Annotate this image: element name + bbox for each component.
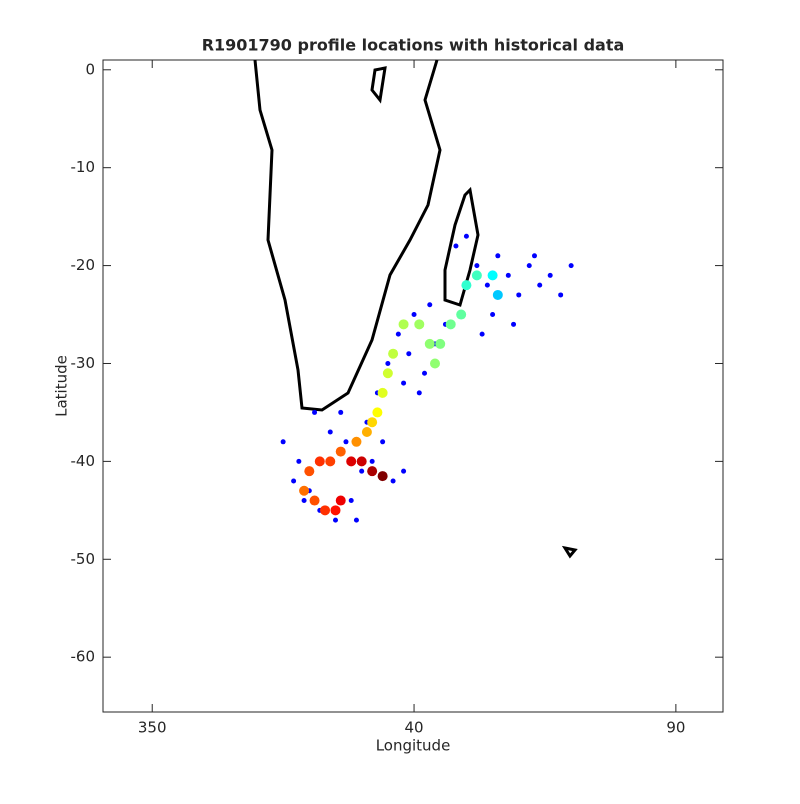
profile-point [335,446,346,457]
profile-point [299,485,310,496]
historical-point [537,282,543,288]
historical-point [327,429,333,435]
historical-point [380,439,386,445]
historical-point [511,321,517,327]
y-tick-label: -60 [71,648,96,666]
historical-point [406,351,412,357]
profile-point [377,387,388,398]
profile-point [388,348,399,359]
historical-point [453,243,459,249]
profile-point [398,319,409,330]
profile-point [445,319,456,330]
historical-point [353,517,359,523]
x-tick-label: 90 [666,719,685,737]
historical-point [516,292,522,298]
historical-point [479,331,485,337]
profile-point [361,427,372,438]
x-axis-label: Longitude [376,737,451,755]
y-tick-label: -10 [71,158,96,176]
historical-point [547,272,553,278]
historical-point [427,302,433,308]
y-tick-label: -40 [71,452,96,470]
historical-point [333,517,338,523]
y-tick-label: 0 [85,60,95,78]
historical-point [369,458,375,464]
historical-point [390,478,396,484]
historical-point [359,468,365,474]
profile-point [424,338,435,349]
historical-point [474,263,480,269]
historical-point [531,253,537,259]
chart-title: R1901790 profile locations with historic… [202,36,625,55]
y-tick-label: -50 [71,550,96,568]
historical-point [395,331,401,337]
profile-point [492,289,503,300]
profile-point [414,319,425,330]
profile-point [377,471,388,482]
profile-point [304,466,315,477]
profile-point [367,466,378,477]
historical-point [301,498,307,504]
historical-point [280,439,286,445]
x-tick-label: 40 [405,719,424,737]
x-tick-label: 350 [138,719,167,737]
profile-point [314,456,325,467]
profile-point [461,280,472,291]
profile-point [346,456,357,467]
historical-point [291,478,297,484]
historical-point [526,263,532,269]
plot-area [102,59,724,713]
historical-point [312,409,318,415]
profile-point [320,505,331,516]
profile-point [372,407,383,418]
profile-point [330,505,341,516]
profile-point [382,368,393,379]
island [370,66,387,104]
profile-point [325,456,336,467]
madagascar-coast [443,186,480,307]
historical-point [338,409,344,415]
coastline [253,59,578,559]
historical-point [463,233,469,239]
historical-point [348,498,354,504]
africa-coast [253,59,442,412]
profile-point [471,270,482,281]
historical-point [401,468,407,474]
profile-point [487,270,498,281]
historical-point [505,272,511,278]
historical-point [416,390,422,396]
profile-point [435,338,446,349]
profile-point [367,417,378,428]
historical-point [568,263,574,269]
profile-point [456,309,467,320]
y-tick-label: -20 [71,256,96,274]
y-tick-label: -30 [71,354,96,372]
historical-point [484,282,490,288]
historical-point [490,312,496,318]
historical-point [296,458,302,464]
historical-point [422,370,428,376]
historical-point [411,312,417,318]
island [561,545,578,559]
historical-point [401,380,407,386]
historical-point [385,360,391,366]
profile-point [335,495,346,506]
historical-point [343,439,349,445]
profile-point [429,358,440,369]
profile-point [309,495,320,506]
marks [280,233,574,523]
historical-point [495,253,501,259]
historical-point [558,292,564,298]
y-axis-label: Latitude [53,355,71,417]
profile-point [356,456,367,467]
profile-point [351,436,362,447]
